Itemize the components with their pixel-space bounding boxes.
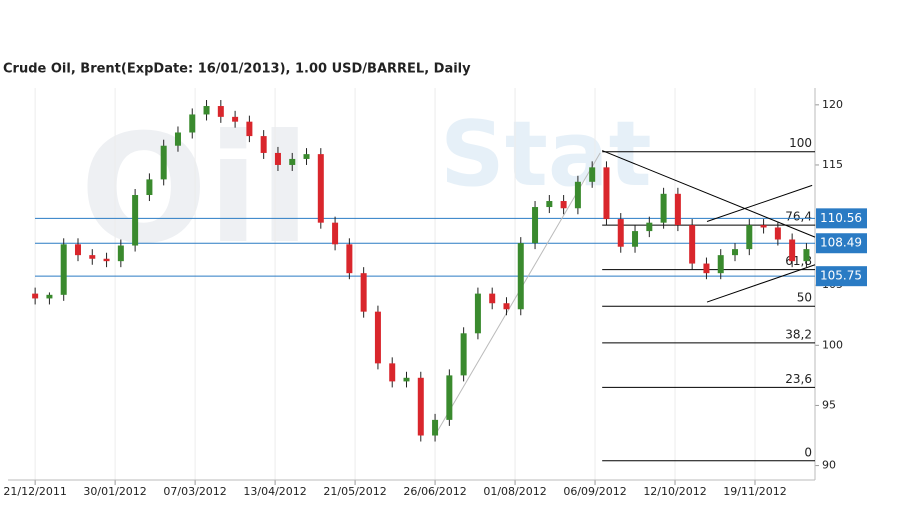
candle-body bbox=[60, 244, 67, 295]
candle-body bbox=[89, 255, 96, 259]
candle-body bbox=[660, 193, 667, 223]
x-tick-label: 21/05/2012 bbox=[323, 485, 386, 498]
candle-body bbox=[546, 201, 553, 208]
candle-body bbox=[632, 231, 639, 247]
candle-body bbox=[446, 375, 453, 420]
fib-label: 0 bbox=[804, 445, 812, 459]
y-tick-label: 115 bbox=[822, 158, 843, 171]
chart-title: Crude Oil, Brent(ExpDate: 16/01/2013), 1… bbox=[3, 62, 471, 77]
level-label: 110.56 bbox=[820, 211, 862, 225]
candle-body bbox=[474, 293, 481, 334]
x-tick-label: 26/06/2012 bbox=[403, 485, 466, 498]
candle-body bbox=[517, 243, 524, 310]
candle-body bbox=[246, 121, 253, 137]
x-tick-label: 12/10/2012 bbox=[643, 485, 706, 498]
candle-body bbox=[417, 377, 424, 436]
candle-body bbox=[174, 132, 181, 146]
x-tick-label: 07/03/2012 bbox=[163, 485, 226, 498]
candle-body bbox=[232, 116, 239, 122]
candle-body bbox=[432, 419, 439, 436]
candle-body bbox=[760, 225, 767, 228]
candle-body bbox=[460, 333, 467, 376]
x-tick-label: 30/01/2012 bbox=[83, 485, 146, 498]
fib-label: 38,2 bbox=[785, 327, 812, 341]
candle-body bbox=[103, 258, 110, 262]
fib-label: 23,6 bbox=[785, 372, 812, 386]
candle-body bbox=[717, 255, 724, 274]
candle-body bbox=[189, 114, 196, 133]
candle-body bbox=[532, 207, 539, 244]
level-label: 108.49 bbox=[820, 236, 862, 250]
candle-body bbox=[117, 245, 124, 262]
candle-body bbox=[560, 201, 567, 209]
fib-label: 100 bbox=[789, 136, 812, 150]
candle-body bbox=[274, 152, 281, 165]
candle-body bbox=[574, 181, 581, 209]
candle-body bbox=[374, 311, 381, 364]
fib-label: 76,4 bbox=[785, 210, 812, 224]
candle-body bbox=[74, 244, 81, 256]
trend-line bbox=[706, 264, 816, 303]
candle-body bbox=[32, 293, 39, 299]
candle-body bbox=[160, 145, 167, 180]
candle-body bbox=[289, 158, 296, 165]
level-label: 105.75 bbox=[820, 269, 862, 283]
y-tick-label: 90 bbox=[822, 459, 836, 472]
x-tick-label: 13/04/2012 bbox=[243, 485, 306, 498]
x-tick-label: 06/09/2012 bbox=[563, 485, 626, 498]
candle-body bbox=[346, 244, 353, 274]
x-tick-label: 21/12/2011 bbox=[3, 485, 66, 498]
candle-body bbox=[46, 294, 53, 299]
candle-body bbox=[617, 219, 624, 247]
x-tick-label: 19/11/2012 bbox=[723, 485, 786, 498]
x-tick-label: 01/08/2012 bbox=[483, 485, 546, 498]
candle-body bbox=[789, 239, 796, 262]
candle-body bbox=[803, 249, 810, 262]
candle-body bbox=[746, 225, 753, 250]
candle-body bbox=[389, 363, 396, 382]
candle-body bbox=[674, 193, 681, 226]
candle-body bbox=[260, 136, 267, 153]
candle-body bbox=[646, 222, 653, 232]
candle-body bbox=[317, 154, 324, 223]
trend-line bbox=[706, 184, 813, 222]
level-box bbox=[816, 233, 867, 254]
y-tick-label: 120 bbox=[822, 98, 843, 111]
level-box bbox=[816, 266, 867, 287]
trend-line bbox=[601, 150, 816, 238]
candle-body bbox=[217, 106, 224, 117]
candle-body bbox=[603, 167, 610, 220]
watermark: Stat bbox=[440, 102, 652, 207]
candle-body bbox=[360, 273, 367, 312]
candle-body bbox=[732, 249, 739, 256]
candle-body bbox=[703, 263, 710, 274]
candle-body bbox=[503, 303, 510, 310]
candle-body bbox=[689, 225, 696, 264]
candle-body bbox=[403, 377, 410, 382]
y-tick-label: 100 bbox=[822, 338, 843, 351]
candle-body bbox=[589, 167, 596, 182]
candle-body bbox=[203, 106, 210, 115]
candle-body bbox=[132, 195, 139, 246]
candle-body bbox=[146, 179, 153, 196]
candle-body bbox=[489, 293, 496, 304]
candle-body bbox=[303, 154, 310, 159]
candle-body bbox=[774, 227, 781, 240]
fib-label: 50 bbox=[797, 291, 812, 305]
level-box bbox=[816, 208, 867, 229]
candle-body bbox=[332, 222, 339, 245]
y-tick-label: 95 bbox=[822, 398, 836, 411]
